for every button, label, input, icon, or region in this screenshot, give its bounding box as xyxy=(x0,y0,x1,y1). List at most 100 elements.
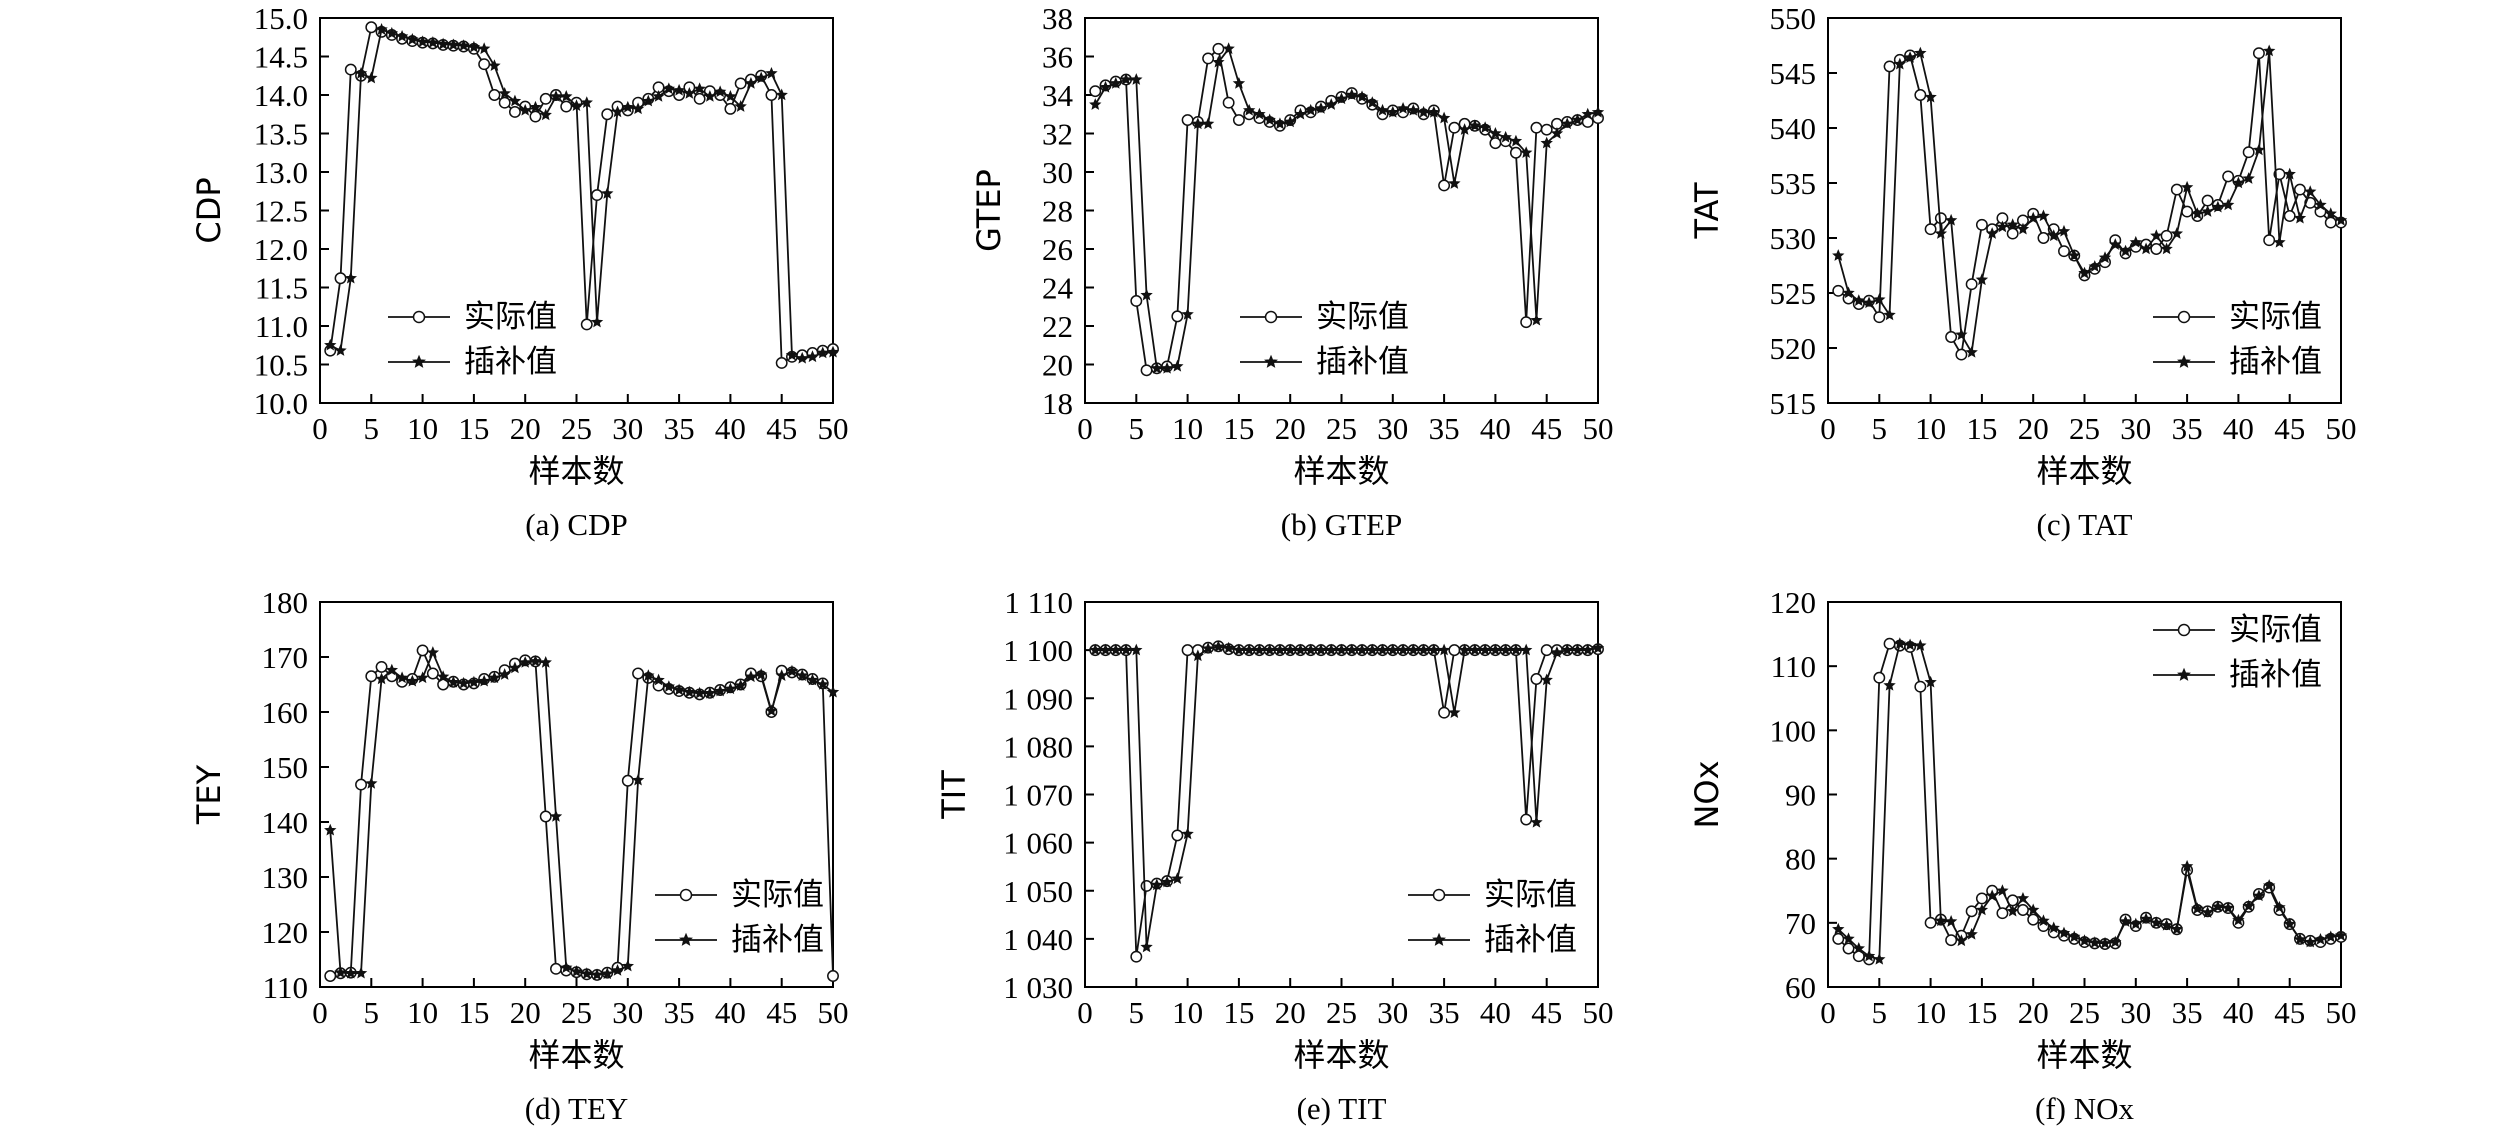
actual-point xyxy=(1140,364,1153,377)
imputed-point xyxy=(2109,935,2122,948)
x-tick-label: 10 xyxy=(407,995,438,1030)
actual-point xyxy=(498,96,511,109)
imputed-point xyxy=(754,71,768,84)
x-axis-label: 样本数 xyxy=(2036,452,2132,490)
x-tick-label: 25 xyxy=(561,411,592,446)
imputed-point xyxy=(1294,107,1307,120)
imputed-point xyxy=(744,76,758,89)
x-tick-label: 35 xyxy=(2172,995,2203,1030)
y-tick-label: 1 110 xyxy=(1004,585,1073,620)
panel-caption: (b) GTEP xyxy=(1281,507,1402,542)
imputed-point xyxy=(1304,103,1317,116)
actual-point xyxy=(344,63,357,76)
actual-point xyxy=(508,105,521,118)
imputed-point xyxy=(1242,103,1256,116)
imputed-point xyxy=(703,686,717,699)
imputed-point xyxy=(385,26,399,39)
imputed-point xyxy=(1944,213,1958,226)
imputed-point xyxy=(1924,90,1937,103)
imputed-point xyxy=(1437,643,1451,656)
imputed-point xyxy=(2262,44,2276,57)
actual-point xyxy=(2150,243,2163,255)
imputed-point xyxy=(529,654,542,667)
imputed-point xyxy=(1355,90,1369,103)
imputed-point xyxy=(1089,98,1102,110)
actual-point xyxy=(1914,89,1927,101)
imputed-point xyxy=(2180,859,2194,872)
legend-actual-label: 实际值 xyxy=(2229,299,2322,335)
y-tick-label: 1 090 xyxy=(1003,681,1073,716)
imputed-point xyxy=(498,668,511,680)
imputed-point xyxy=(344,271,357,284)
legend-actual-marker xyxy=(2177,310,2191,324)
imputed-point xyxy=(1914,639,1927,651)
x-tick-label: 35 xyxy=(664,411,695,446)
x-tick-label: 30 xyxy=(2120,995,2151,1030)
actual-point xyxy=(1489,137,1502,150)
imputed-point xyxy=(1975,273,1989,286)
imputed-point xyxy=(2314,933,2327,945)
imputed-point xyxy=(1160,361,1174,374)
y-tick-label: 12.5 xyxy=(254,194,308,229)
imputed-point xyxy=(1253,643,1266,656)
x-tick-label: 20 xyxy=(1275,411,1306,446)
x-tick-label: 30 xyxy=(612,411,643,446)
imputed-point xyxy=(1489,643,1502,656)
actual-point xyxy=(1448,644,1461,657)
actual-point xyxy=(1530,673,1543,685)
imputed-point xyxy=(826,345,840,358)
imputed-point xyxy=(1561,643,1574,656)
imputed-point xyxy=(590,968,604,981)
actual-point xyxy=(488,89,501,101)
x-axis-label: 样本数 xyxy=(528,452,624,490)
imputed-point xyxy=(560,90,573,102)
y-tick-label: 24 xyxy=(1042,271,1074,306)
y-axis-label: TEY xyxy=(190,764,228,825)
actual-point xyxy=(1232,114,1245,126)
imputed-point xyxy=(1376,103,1389,116)
legend-imputed-label: 插补值 xyxy=(731,922,824,958)
imputed-point xyxy=(2078,266,2091,279)
imputed-point xyxy=(1914,46,1927,59)
imputed-point xyxy=(1150,878,1164,891)
imputed-point xyxy=(365,777,378,789)
imputed-point xyxy=(1140,288,1153,301)
actual-point xyxy=(765,89,778,101)
imputed-point xyxy=(416,35,429,48)
imputed-point xyxy=(1201,117,1215,130)
imputed-point xyxy=(1478,121,1492,133)
panel-caption: (d) TEY xyxy=(525,1091,629,1126)
x-tick-label: 45 xyxy=(2274,411,2305,446)
y-tick-label: 11.0 xyxy=(255,309,308,344)
imputed-point xyxy=(1130,643,1143,656)
imputed-point xyxy=(1561,117,1574,130)
imputed-point xyxy=(1852,942,1865,954)
imputed-point xyxy=(642,669,655,681)
actual-point xyxy=(1130,295,1143,307)
imputed-point xyxy=(1489,127,1502,139)
imputed-point xyxy=(406,33,419,45)
y-tick-label: 10.5 xyxy=(254,348,308,383)
imputed-point xyxy=(1294,643,1307,656)
y-tick-label: 28 xyxy=(1042,194,1073,229)
imputed-point xyxy=(426,36,440,48)
imputed-point xyxy=(785,664,799,677)
x-tick-label: 0 xyxy=(1077,995,1093,1030)
imputed-point xyxy=(2232,176,2245,189)
actual-point xyxy=(550,962,562,975)
y-tick-label: 32 xyxy=(1042,117,1073,152)
imputed-point xyxy=(1437,111,1451,124)
y-axis-label: TAT xyxy=(1688,182,1726,239)
chart-panel-tat: 0 5 10 15 20 25 30 35 40 45 50 515 520 525 530 535 540 54… xyxy=(1688,1,2357,542)
imputed-point xyxy=(1519,146,1533,159)
y-tick-label: 30 xyxy=(1042,155,1073,190)
actual-point xyxy=(632,667,645,680)
imputed-point xyxy=(1366,96,1379,108)
imputed-point xyxy=(1540,136,1553,149)
actual-point xyxy=(1924,916,1937,929)
actual-point xyxy=(2160,229,2173,242)
actual-point xyxy=(324,970,337,982)
imputed-point xyxy=(334,966,347,978)
actual-point xyxy=(334,272,347,285)
